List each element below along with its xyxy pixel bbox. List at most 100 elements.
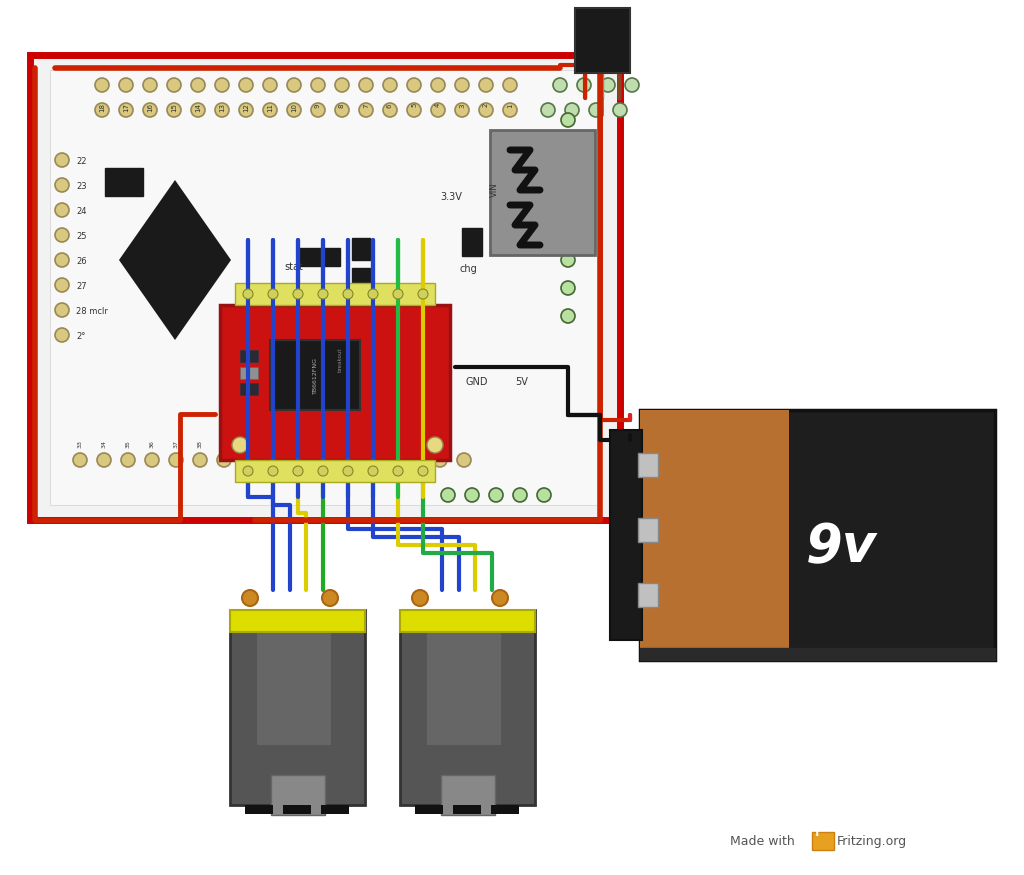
Bar	[30, 55, 620, 520]
Circle shape	[393, 466, 403, 476]
Text: 44: 44	[341, 440, 346, 448]
Text: 3.3V: 3.3V	[440, 192, 462, 202]
Circle shape	[217, 453, 231, 467]
Bar	[257, 630, 331, 745]
Text: 7: 7	[362, 103, 369, 108]
Circle shape	[343, 466, 353, 476]
Circle shape	[239, 78, 253, 92]
Bar	[230, 610, 365, 632]
Circle shape	[322, 590, 338, 606]
Bar	[270, 340, 360, 410]
Text: 8: 8	[339, 103, 345, 108]
Circle shape	[457, 453, 471, 467]
Circle shape	[289, 453, 303, 467]
Circle shape	[359, 78, 373, 92]
Circle shape	[553, 78, 567, 92]
Bar	[352, 268, 370, 290]
Circle shape	[513, 488, 527, 502]
Text: 9: 9	[315, 103, 321, 108]
Text: 34: 34	[101, 440, 106, 448]
Bar	[50, 70, 600, 505]
Bar	[610, 430, 642, 640]
Text: f: f	[815, 828, 820, 838]
Circle shape	[167, 103, 181, 117]
Text: 39: 39	[221, 440, 226, 448]
Circle shape	[561, 197, 575, 211]
Text: 2: 2	[483, 103, 489, 108]
Bar	[240, 383, 258, 395]
Circle shape	[215, 78, 229, 92]
Text: TB6612FNG: TB6612FNG	[312, 356, 317, 394]
Bar	[415, 805, 443, 814]
Circle shape	[169, 453, 183, 467]
Circle shape	[407, 78, 421, 92]
Text: VIN: VIN	[490, 182, 499, 197]
Circle shape	[537, 488, 551, 502]
Circle shape	[268, 466, 278, 476]
Bar	[105, 168, 143, 196]
Circle shape	[335, 103, 349, 117]
Circle shape	[242, 590, 258, 606]
Circle shape	[368, 466, 378, 476]
Circle shape	[232, 437, 248, 453]
Circle shape	[241, 453, 255, 467]
Circle shape	[119, 103, 133, 117]
Text: 36: 36	[150, 440, 155, 448]
Text: 6: 6	[387, 103, 393, 108]
Circle shape	[191, 103, 205, 117]
Circle shape	[383, 103, 397, 117]
Text: 47: 47	[414, 440, 419, 448]
Text: 15: 15	[171, 103, 177, 112]
Circle shape	[145, 453, 159, 467]
Bar	[230, 610, 365, 805]
Text: 33: 33	[78, 440, 83, 448]
Text: 38: 38	[198, 440, 203, 448]
Circle shape	[577, 78, 591, 92]
Circle shape	[239, 103, 253, 117]
Text: 25: 25	[76, 232, 86, 241]
Text: GND: GND	[466, 377, 488, 387]
Circle shape	[55, 203, 69, 217]
Circle shape	[318, 289, 328, 299]
Text: breakout: breakout	[338, 347, 342, 372]
Circle shape	[143, 103, 157, 117]
Circle shape	[191, 78, 205, 92]
Bar	[270, 775, 325, 815]
Circle shape	[492, 590, 508, 606]
Polygon shape	[119, 180, 231, 340]
Text: 3: 3	[459, 103, 465, 108]
Circle shape	[407, 103, 421, 117]
Circle shape	[55, 328, 69, 342]
Bar	[240, 350, 258, 362]
Text: 24: 24	[76, 207, 86, 216]
Text: chg: chg	[460, 264, 478, 274]
Text: 46: 46	[389, 440, 394, 448]
Circle shape	[293, 289, 303, 299]
Circle shape	[268, 289, 278, 299]
Text: 28 mclr: 28 mclr	[76, 307, 108, 316]
Bar	[298, 248, 340, 266]
Circle shape	[215, 103, 229, 117]
Circle shape	[601, 78, 615, 92]
Circle shape	[311, 103, 325, 117]
Circle shape	[121, 453, 135, 467]
Bar	[812, 832, 834, 850]
Circle shape	[455, 78, 469, 92]
Circle shape	[193, 453, 207, 467]
Bar	[245, 805, 273, 814]
Circle shape	[263, 103, 278, 117]
Circle shape	[433, 453, 447, 467]
Circle shape	[489, 488, 503, 502]
Circle shape	[561, 225, 575, 239]
Bar	[400, 610, 535, 632]
Text: 11: 11	[267, 103, 273, 112]
Bar	[220, 305, 450, 460]
Circle shape	[243, 466, 253, 476]
Circle shape	[95, 78, 109, 92]
Text: 27: 27	[76, 282, 87, 291]
Text: 16: 16	[147, 103, 153, 112]
Circle shape	[409, 453, 423, 467]
Circle shape	[368, 289, 378, 299]
Text: 12: 12	[243, 103, 249, 112]
Text: 1: 1	[507, 103, 513, 108]
